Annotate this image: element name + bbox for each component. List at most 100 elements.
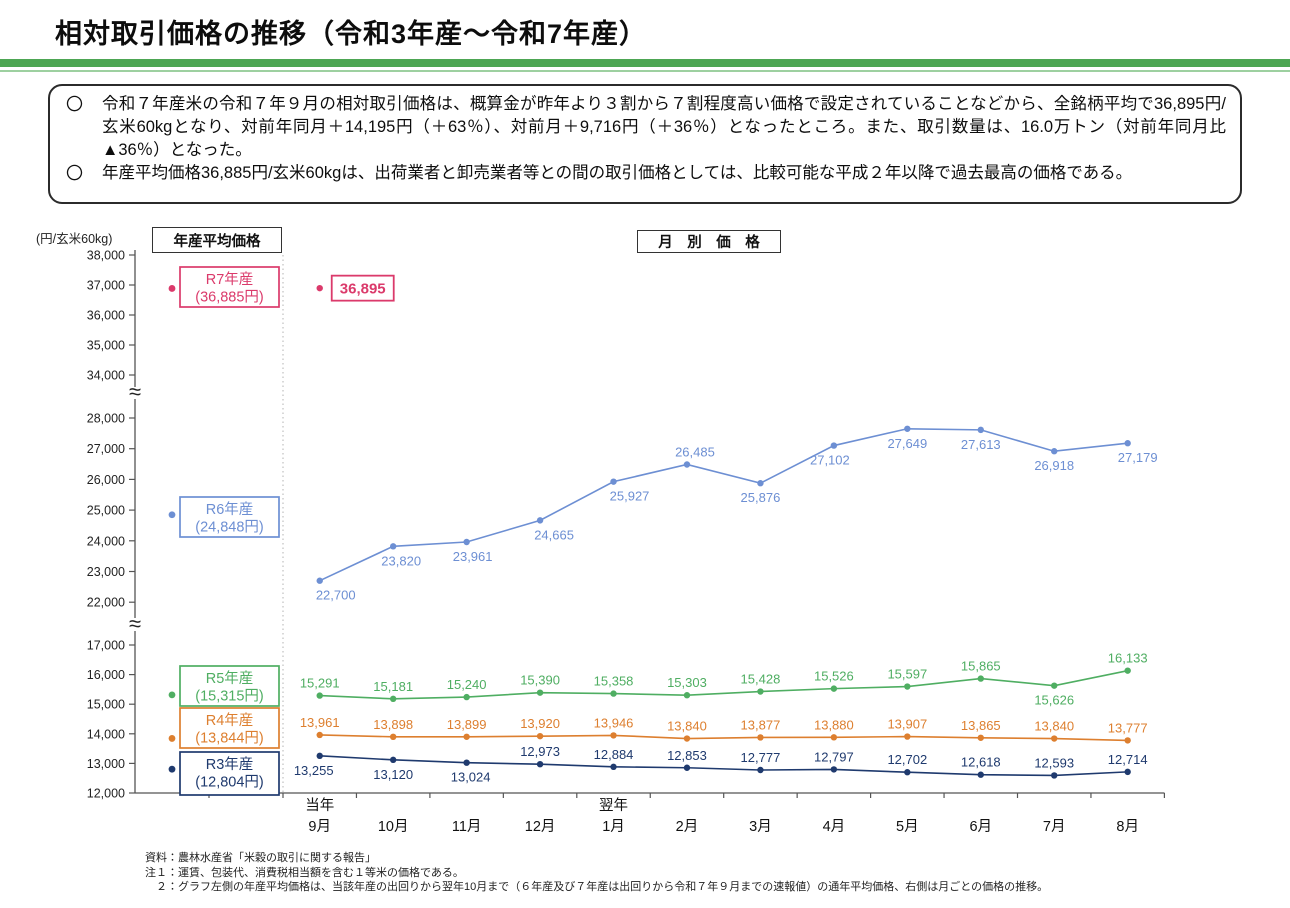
svg-text:15,626: 15,626: [1034, 693, 1074, 708]
svg-text:16,000: 16,000: [87, 668, 125, 682]
svg-text:27,000: 27,000: [87, 442, 125, 456]
svg-text:23,961: 23,961: [453, 549, 493, 564]
svg-text:15,358: 15,358: [594, 674, 634, 689]
svg-text:(12,804円): (12,804円): [195, 775, 264, 791]
summary-bullet-1: 〇 令和７年産米の令和７年９月の相対取引価格は、概算金が昨年より３割から７割程度…: [66, 93, 1226, 162]
svg-text:10月: 10月: [378, 819, 409, 835]
svg-text:12,618: 12,618: [961, 755, 1001, 770]
svg-text:2月: 2月: [676, 819, 699, 835]
svg-text:7月: 7月: [1043, 819, 1066, 835]
svg-text:13,899: 13,899: [447, 717, 487, 732]
svg-text:13,024: 13,024: [451, 770, 491, 785]
svg-text:6月: 6月: [969, 819, 992, 835]
svg-text:R6年産: R6年産: [206, 501, 254, 518]
svg-text:13,898: 13,898: [373, 717, 413, 732]
svg-text:R7年産: R7年産: [206, 271, 254, 288]
svg-text:当年: 当年: [305, 797, 334, 814]
svg-text:27,649: 27,649: [887, 436, 927, 451]
svg-text:R5年産: R5年産: [206, 670, 254, 687]
series-line-R6年産: [319, 427, 1128, 582]
svg-text:8月: 8月: [1116, 819, 1139, 835]
svg-text:13,120: 13,120: [373, 767, 413, 782]
svg-text:14,000: 14,000: [87, 727, 125, 741]
svg-text:26,485: 26,485: [675, 445, 715, 460]
svg-text:36,895: 36,895: [340, 281, 386, 298]
svg-text:12,000: 12,000: [87, 787, 125, 801]
svg-text:(15,315円): (15,315円): [195, 689, 264, 705]
svg-text:15,428: 15,428: [741, 672, 781, 687]
svg-text:13,840: 13,840: [667, 719, 707, 734]
svg-text:15,303: 15,303: [667, 675, 707, 690]
svg-text:26,000: 26,000: [87, 473, 125, 487]
svg-text:(13,844円): (13,844円): [195, 731, 264, 747]
series-R3年産: R3年産 (12,804円) 13,255 13,120 13,024 12,973 12,…: [168, 744, 1148, 796]
average-label-box-R7年産: [179, 266, 280, 308]
series-R5年産: R5年産 (15,315円) 15,291 15,181 15,240 15,390 15,…: [168, 651, 1148, 708]
svg-text:13,777: 13,777: [1108, 720, 1148, 735]
svg-text:12,797: 12,797: [814, 749, 854, 764]
series-line-R3年産: [319, 755, 1128, 777]
svg-text:23,820: 23,820: [381, 553, 421, 568]
svg-text:35,000: 35,000: [87, 339, 125, 353]
svg-text:12,973: 12,973: [520, 744, 560, 759]
footer-note-2: ２：グラフ左側の年産平均価格は、当該年産の出回りから翌年10月まで（６年産及び７…: [145, 881, 1049, 893]
svg-text:12月: 12月: [525, 819, 556, 835]
svg-text:28,000: 28,000: [87, 412, 125, 426]
bullet-marker: 〇: [66, 164, 83, 183]
summary-bullet-1-text: 令和７年産米の令和７年９月の相対取引価格は、概算金が昨年より３割から７割程度高い…: [102, 95, 1226, 159]
svg-text:15,000: 15,000: [87, 698, 125, 712]
svg-text:24,665: 24,665: [534, 527, 574, 542]
average-dot-R3年産: [168, 765, 176, 773]
title-divider-stripe: [0, 59, 1290, 67]
svg-text:12,702: 12,702: [887, 752, 927, 767]
series-R7年産: R7年産 (36,885円) 36,895: [168, 266, 395, 308]
average-label-box-R6年産: [179, 496, 280, 538]
footer-notes: 資料：農林水産省「米穀の取引に関する報告」 注１：運賃、包装代、消費税相当額を含…: [145, 851, 1048, 895]
title-divider-substripe: [0, 69, 1290, 72]
svg-text:(24,848円): (24,848円): [195, 520, 264, 536]
average-label-box-R3年産: [179, 751, 280, 796]
x-axis: 9月 10月 11月 12月 1月 2月 3月 4月 5月 6月 7月 8月 当年 翌年: [135, 792, 1166, 835]
svg-text:17,000: 17,000: [87, 639, 125, 653]
svg-text:15,865: 15,865: [961, 659, 1001, 674]
svg-text:R4年産: R4年産: [206, 712, 254, 729]
svg-text:13,000: 13,000: [87, 757, 125, 771]
svg-text:15,526: 15,526: [814, 669, 854, 684]
svg-text:13,255: 13,255: [294, 763, 334, 778]
svg-text:15,390: 15,390: [520, 673, 560, 688]
right-section-header: 月 別 価 格: [637, 230, 781, 253]
series-R6年産: R6年産 (24,848円) 22,700 23,820 23,961 24,665 25,…: [168, 425, 1158, 603]
svg-text:4月: 4月: [823, 819, 846, 835]
svg-text:11月: 11月: [452, 819, 482, 835]
series-R4年産: R4年産 (13,844円) 13,961 13,898 13,899 13,920 13,…: [168, 707, 1148, 749]
svg-text:25,927: 25,927: [610, 489, 650, 504]
svg-text:12,593: 12,593: [1034, 755, 1074, 770]
page-title: 相対取引価格の推移（令和3年産～令和7年産）: [55, 19, 648, 49]
svg-text:13,946: 13,946: [594, 715, 634, 730]
svg-text:12,853: 12,853: [667, 748, 707, 763]
average-label-box-R4年産: [179, 707, 280, 749]
svg-text:27,613: 27,613: [961, 437, 1001, 452]
svg-text:13,920: 13,920: [520, 716, 560, 731]
svg-text:25,876: 25,876: [741, 490, 781, 505]
svg-text:5月: 5月: [896, 819, 919, 835]
footer-source: 資料：農林水産省「米穀の取引に関する報告」: [145, 852, 376, 864]
svg-text:(36,885円): (36,885円): [195, 290, 264, 306]
svg-text:R3年産: R3年産: [206, 756, 254, 773]
average-dot-R5年産: [168, 691, 176, 699]
svg-text:15,291: 15,291: [300, 676, 340, 691]
average-label-box-R5年産: [179, 665, 280, 707]
svg-text:13,880: 13,880: [814, 717, 854, 732]
svg-text:13,840: 13,840: [1034, 719, 1074, 734]
svg-text:15,240: 15,240: [447, 677, 487, 692]
series-line-R4年産: [319, 734, 1128, 742]
series-line-R5年産: [319, 669, 1128, 700]
y-axis: 38,000 37,000 36,000 35,000 34,000 28,000 27,0…: [87, 249, 141, 801]
summary-bullet-2-text: 年産平均価格36,885円/玄米60kgは、出荷業者と卸売業者等との間の取引価格…: [102, 164, 1133, 182]
monthly-boxed-label-R7年産: [330, 274, 395, 302]
svg-text:27,102: 27,102: [810, 453, 850, 468]
svg-text:22,000: 22,000: [87, 596, 125, 610]
svg-text:34,000: 34,000: [87, 369, 125, 383]
svg-text:12,714: 12,714: [1108, 752, 1148, 767]
